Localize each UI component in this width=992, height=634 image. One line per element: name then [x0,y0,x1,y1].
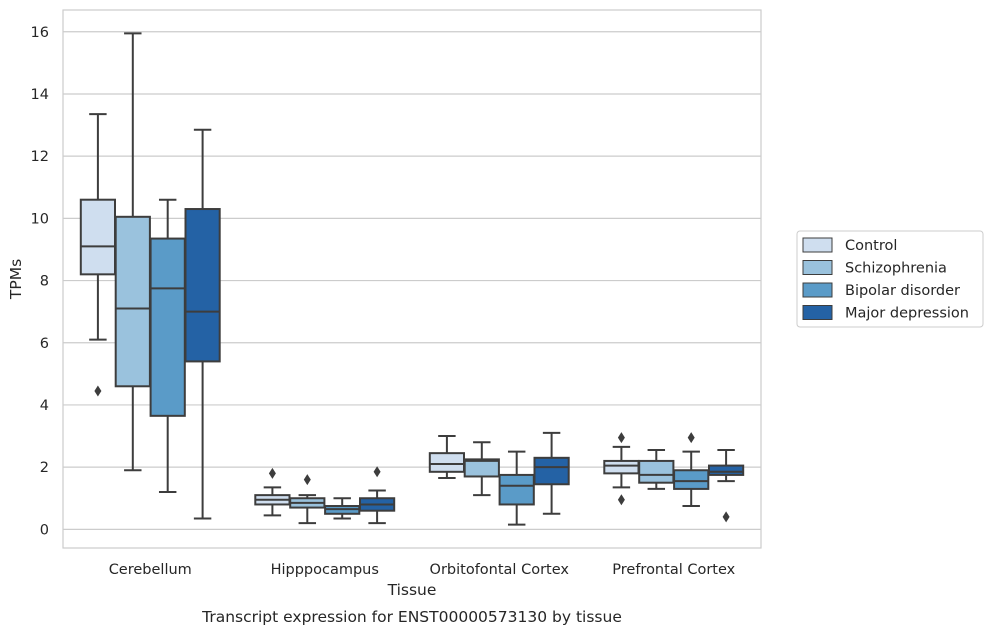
box [79,113,117,397]
outlier-point [303,474,311,486]
legend-label: Major depression [845,306,969,322]
box [673,432,710,508]
legend-label: Control [845,238,897,254]
box-iqr [79,198,117,276]
legend: Control Schizophrenia Bipolar disorder Majo… [796,230,984,328]
box-iqr [673,469,710,490]
x-tick-label: Orbitofontal Cortex [430,562,570,578]
box [533,431,570,515]
x-axis-title: Tissue [387,581,437,599]
legend-swatch [802,305,833,320]
y-tick-label: 0 [40,522,49,538]
box [184,128,221,520]
box-iqr [707,464,745,476]
y-tick-labels: 0 2 4 6 8 10 12 14 16 [31,25,49,539]
x-tick-labels: Cerebellum Hipppocampus Orbitofontal Corte… [109,562,736,578]
box-iqr [149,237,186,417]
outlier-point [722,511,730,523]
legend-swatch [802,260,833,275]
box-series [79,32,745,526]
x-tick-label: Prefrontal Cortex [612,562,735,578]
y-tick-label: 4 [40,398,49,414]
legend-label: Bipolar disorder [845,283,960,299]
outlier-point [617,432,625,444]
y-tick-label: 12 [31,149,49,165]
y-axis-title: TPMs [7,259,25,300]
x-tick-label: Hipppocampus [271,562,379,578]
outlier-point [94,385,102,397]
box [463,441,500,497]
box [638,449,675,490]
box-iqr [463,458,500,478]
legend-label: Schizophrenia [845,261,947,277]
legend-swatch [802,237,833,253]
legend-swatch [802,282,833,298]
box-iqr [428,452,466,473]
box [428,435,466,480]
y-tick-label: 10 [31,211,49,227]
box [603,432,640,506]
outlier-point [373,466,381,478]
y-tick-label: 8 [40,274,49,290]
y-tick-label: 6 [40,336,49,352]
x-tick-label: Cerebellum [109,562,192,578]
box-iqr [184,208,221,363]
y-tick-label: 14 [31,87,49,103]
legend-frame [796,230,984,328]
box [358,466,396,525]
box [707,449,745,523]
box [254,467,291,517]
box [498,450,535,526]
box-iqr [638,459,675,484]
box-iqr [114,215,151,388]
box-iqr [533,456,570,486]
outlier-point [617,494,625,506]
outlier-point [687,432,695,444]
plot-frame [62,9,762,549]
box-iqr [603,459,640,475]
chart-caption: Transcript expression for ENST0000057313… [201,608,622,626]
box [289,474,326,525]
y-tick-label: 2 [40,460,49,476]
y-tick-label: 16 [31,25,49,41]
box-iqr [498,473,535,506]
outlier-point [268,467,276,479]
